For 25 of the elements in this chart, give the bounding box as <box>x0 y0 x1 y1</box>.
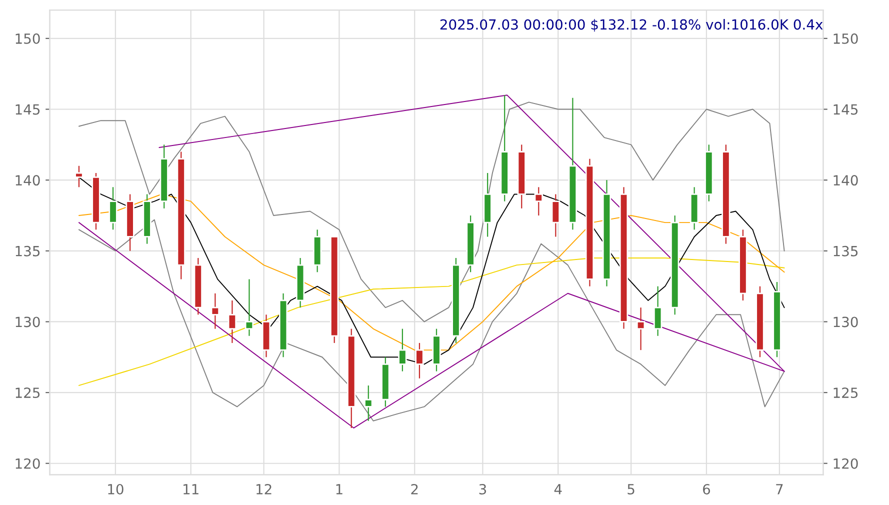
y2-tick-label: 120 <box>834 458 858 469</box>
x-tick-label: 2 <box>411 484 418 494</box>
y-tick-label: 145 <box>16 104 40 115</box>
x-tick-label: 11 <box>184 484 198 494</box>
y-tick-label: 120 <box>16 458 40 469</box>
x-tick-label: 12 <box>256 484 272 494</box>
y-tick-label: 135 <box>16 246 40 256</box>
y-tick-label: 150 <box>16 33 40 44</box>
text: 2025.07.03 00:00:00 $132.12 -0.18% vol:1016.0K 0.4x <box>440 18 823 32</box>
y-tick-label: 140 <box>16 175 40 186</box>
y2-tick-label: 140 <box>834 175 858 186</box>
x-tick-label: 10 <box>108 484 124 494</box>
y2-tick-label: 145 <box>834 104 858 115</box>
x-tick-label: 4 <box>554 484 562 494</box>
x-tick-label: 7 <box>776 484 783 494</box>
x-tick-label: 6 <box>703 484 710 494</box>
y2-tick-label: 135 <box>834 246 858 256</box>
x-tick-label: 1 <box>336 484 342 494</box>
y-tick-label: 125 <box>16 388 40 398</box>
x-tick-label: 5 <box>628 484 634 494</box>
y2-tick-label: 125 <box>834 388 858 398</box>
y-tick-label: 130 <box>16 316 40 328</box>
y2-tick-label: 130 <box>834 316 858 328</box>
x-tick-label: 3 <box>479 484 486 494</box>
y2-tick-label: 150 <box>834 33 858 44</box>
